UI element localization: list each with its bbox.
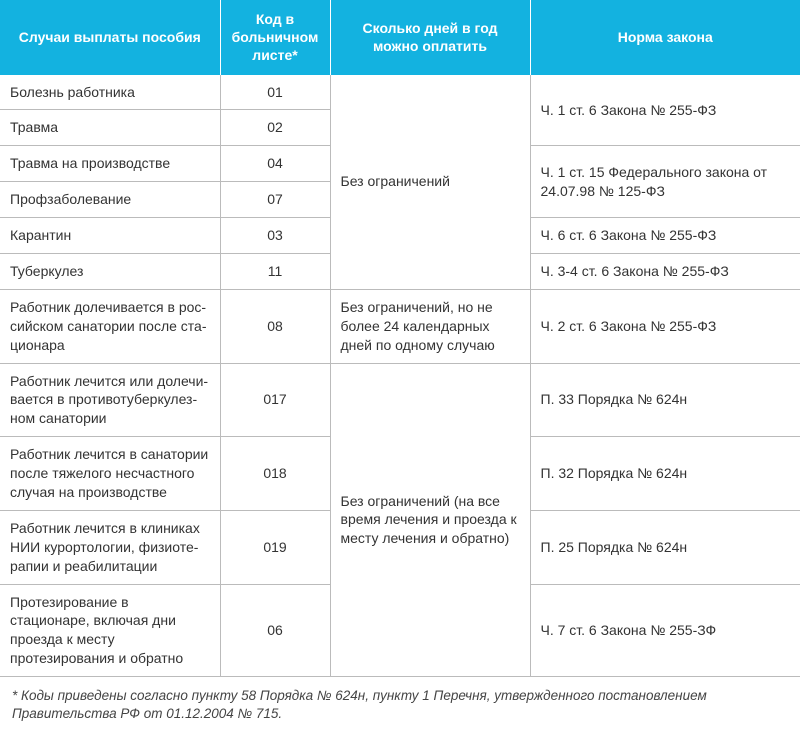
cell-code: 07 — [220, 182, 330, 218]
cell-law: Ч. 2 ст. 6 Закона № 255-ФЗ — [530, 289, 800, 363]
cell-code: 11 — [220, 254, 330, 290]
col-header-code: Код в больнич­ном листе* — [220, 0, 330, 75]
cell-case: Работник долечивается в рос­сийском сана… — [0, 289, 220, 363]
cell-code: 02 — [220, 110, 330, 146]
cell-law: Ч. 1 ст. 15 Федерального закона от 24.07… — [530, 146, 800, 218]
cell-code: 08 — [220, 289, 330, 363]
cell-case: Профзаболевание — [0, 182, 220, 218]
header-row: Случаи выплаты пособия Код в больнич­ном… — [0, 0, 800, 75]
cell-law: Ч. 6 ст. 6 Закона № 255-ФЗ — [530, 218, 800, 254]
cell-code: 019 — [220, 510, 330, 584]
cell-case: Работник лечится в клиниках НИИ курортол… — [0, 510, 220, 584]
footnote: * Коды приведены согласно пункту 58 Поря… — [0, 677, 800, 729]
cell-law: П. 32 Порядка № 624н — [530, 437, 800, 511]
cell-case: Туберкулез — [0, 254, 220, 290]
cell-law: Ч. 1 ст. 6 Закона № 255-ФЗ — [530, 75, 800, 146]
cell-code: 01 — [220, 75, 330, 110]
cell-days: Без ограничений — [330, 75, 530, 290]
cell-case: Болезнь работника — [0, 75, 220, 110]
col-header-days: Сколько дней в год можно оплатить — [330, 0, 530, 75]
cell-law: П. 25 Порядка № 624н — [530, 510, 800, 584]
cell-case: Карантин — [0, 218, 220, 254]
cell-law: Ч. 3-4 ст. 6 Закона № 255-ФЗ — [530, 254, 800, 290]
cell-case: Работник лечится или долечи­вается в про… — [0, 363, 220, 437]
cell-case: Протезирование в стационаре, включая дни… — [0, 584, 220, 677]
benefits-table: Случаи выплаты пособия Код в больнич­ном… — [0, 0, 800, 677]
cell-law: Ч. 7 ст. 6 Закона № 255-ЗФ — [530, 584, 800, 677]
cell-days: Без ограничений, но не более 24 кален­да… — [330, 289, 530, 363]
cell-code: 018 — [220, 437, 330, 511]
cell-days: Без ограничений (на все время лечения и … — [330, 363, 530, 677]
cell-law: П. 33 Порядка № 624н — [530, 363, 800, 437]
table-row: Болезнь работника 01 Без ограничений Ч. … — [0, 75, 800, 110]
col-header-law: Норма закона — [530, 0, 800, 75]
col-header-cases: Случаи выплаты пособия — [0, 0, 220, 75]
cell-code: 04 — [220, 146, 330, 182]
cell-case: Травма — [0, 110, 220, 146]
cell-code: 03 — [220, 218, 330, 254]
cell-case: Работник лечится в санатории после тяжел… — [0, 437, 220, 511]
table-row: Работник лечится или долечи­вается в про… — [0, 363, 800, 437]
cell-code: 017 — [220, 363, 330, 437]
cell-code: 06 — [220, 584, 330, 677]
cell-case: Травма на производстве — [0, 146, 220, 182]
table-row: Работник долечивается в рос­сийском сана… — [0, 289, 800, 363]
